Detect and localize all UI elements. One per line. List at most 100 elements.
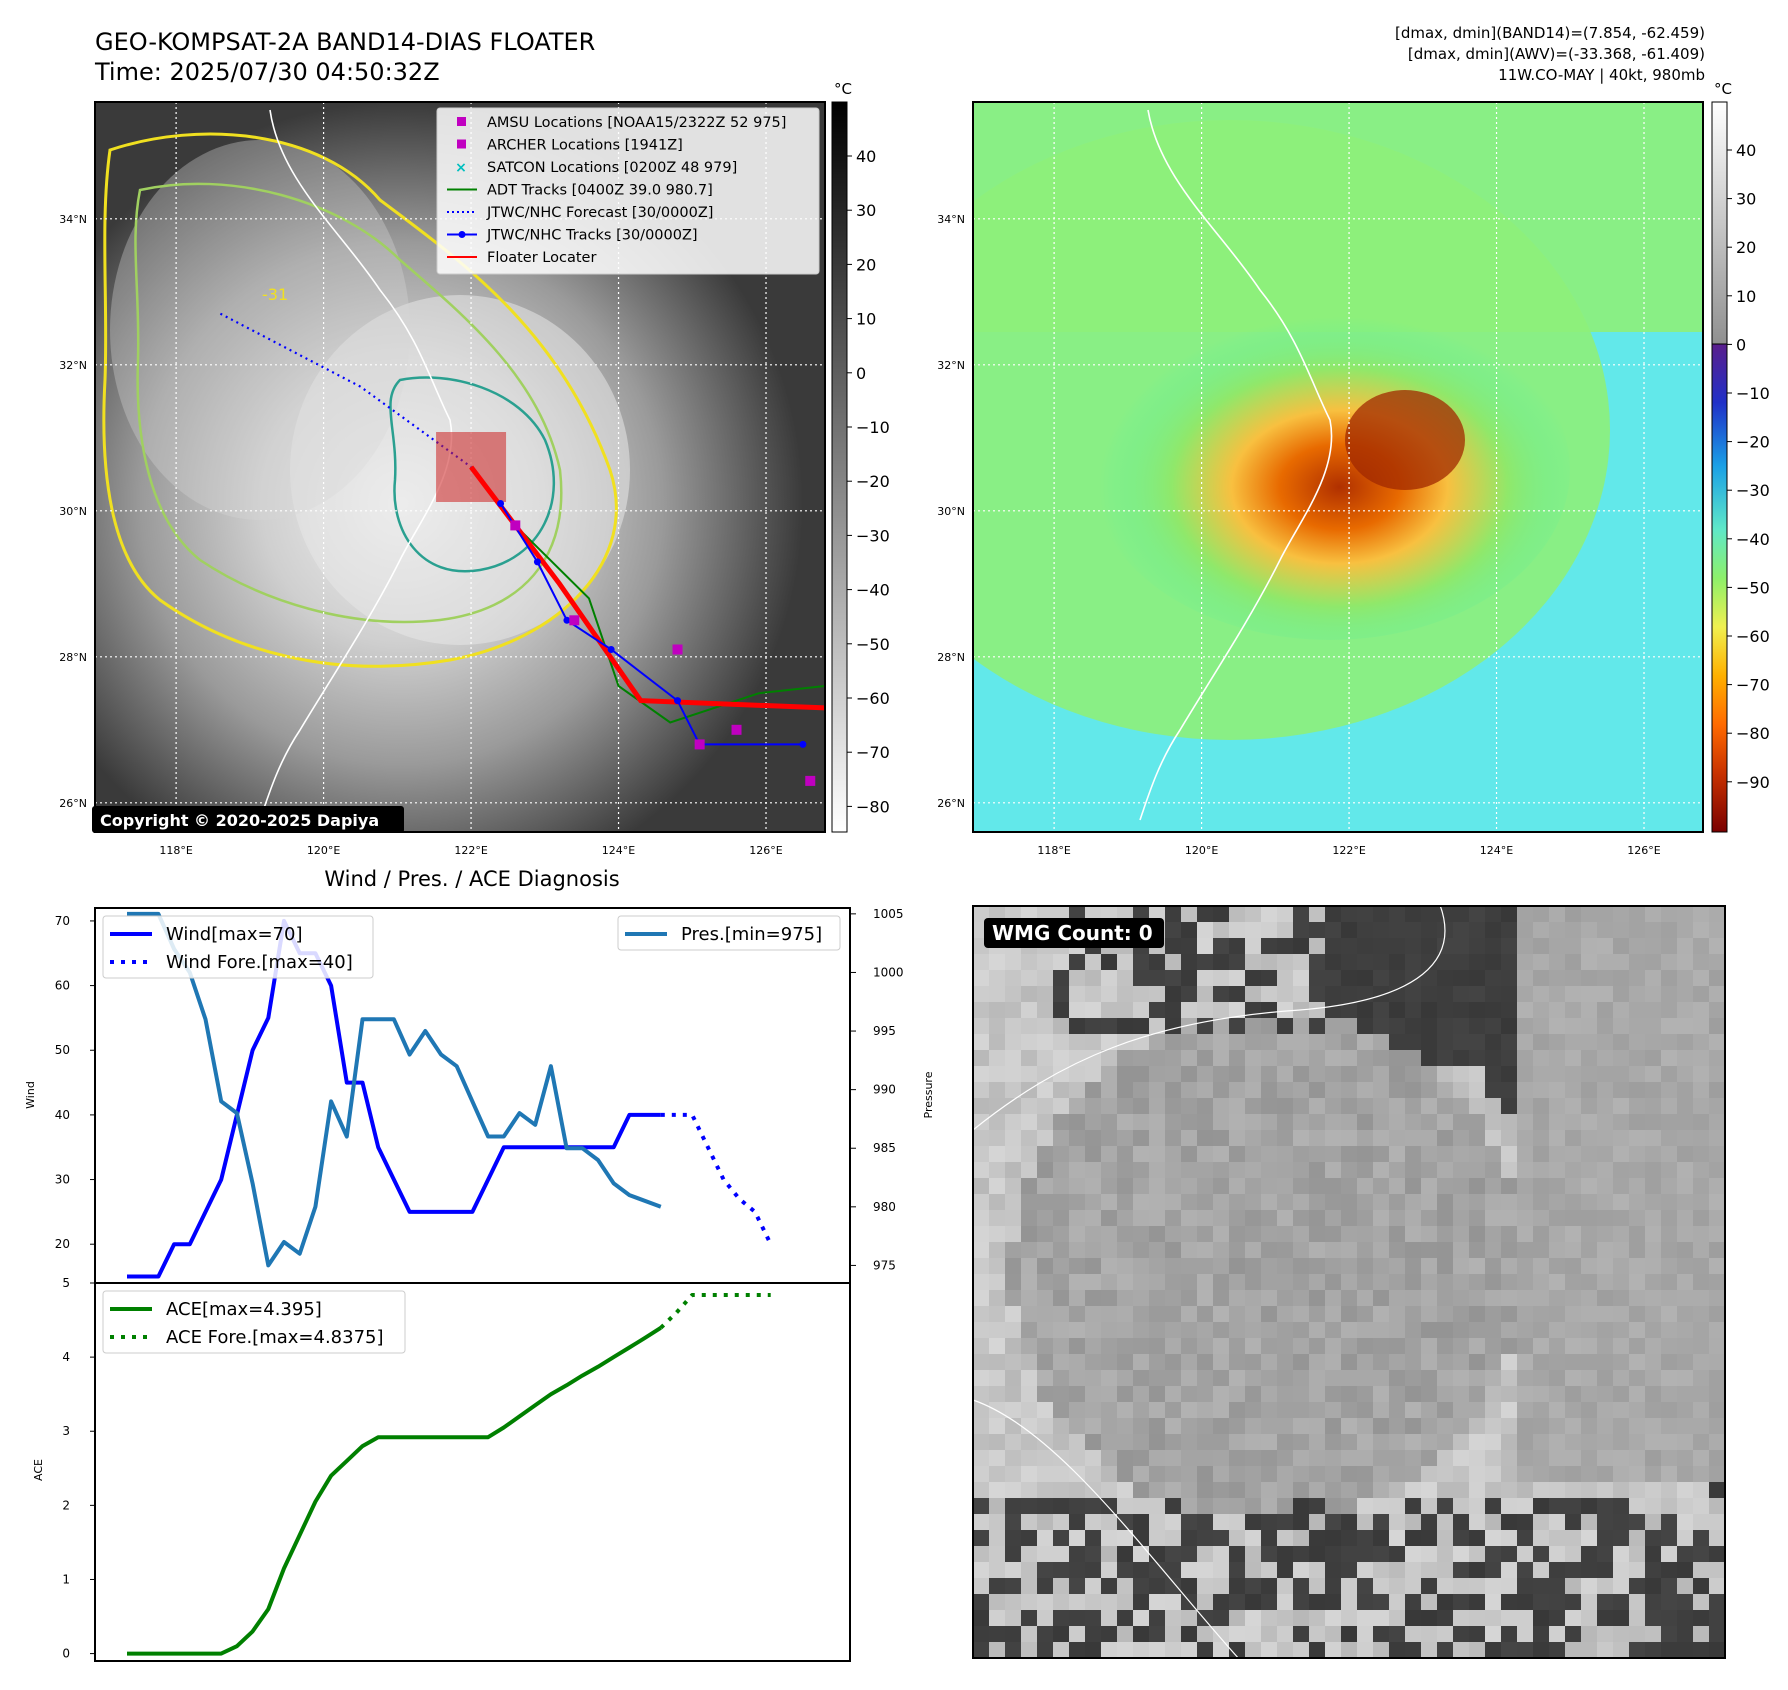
wmg-pixel xyxy=(1261,1530,1278,1547)
wmg-pixel xyxy=(1229,1498,1246,1515)
wmg-pixel xyxy=(1645,1098,1662,1115)
wmg-pixel xyxy=(1357,1498,1374,1515)
wmg-pixel xyxy=(1597,1242,1614,1259)
wmg-pixel xyxy=(1149,1322,1166,1339)
wmg-pixel xyxy=(1389,1642,1406,1659)
wmg-pixel xyxy=(1469,1258,1486,1275)
map1-lat-label: 28°N xyxy=(59,651,87,664)
wmg-pixel xyxy=(1021,1354,1038,1371)
wmg-pixel xyxy=(1117,954,1134,971)
wmg-pixel xyxy=(1309,1322,1326,1339)
colorbar-tick-label: 0 xyxy=(856,364,866,383)
wmg-pixel xyxy=(1469,1194,1486,1211)
wmg-pixel xyxy=(1517,1578,1534,1595)
wmg-pixel xyxy=(1581,1034,1598,1051)
wmg-pixel xyxy=(1709,1466,1726,1483)
wmg-pixel xyxy=(1517,1066,1534,1083)
wmg-pixel xyxy=(1341,1002,1358,1019)
wmg-pixel xyxy=(1645,1354,1662,1371)
wmg-pixel xyxy=(1261,954,1278,971)
wmg-pixel xyxy=(1485,1370,1502,1387)
wmg-pixel xyxy=(1389,986,1406,1003)
wmg-pixel xyxy=(1373,1498,1390,1515)
wmg-pixel xyxy=(1597,1306,1614,1323)
wmg-pixel xyxy=(1101,1418,1118,1435)
wmg-pixel xyxy=(1517,1450,1534,1467)
wmg-pixel xyxy=(1709,970,1726,987)
wmg-pixel xyxy=(1165,1162,1182,1179)
wmg-pixel xyxy=(1677,1178,1694,1195)
wmg-pixel xyxy=(1245,1114,1262,1131)
wmg-pixel xyxy=(1117,1178,1134,1195)
wmg-pixel xyxy=(1405,1050,1422,1067)
wmg-pixel xyxy=(1501,1194,1518,1211)
colorbar-tick-label: −90 xyxy=(1736,773,1770,792)
wmg-pixel xyxy=(1213,1578,1230,1595)
wmg-pixel xyxy=(1053,1578,1070,1595)
wmg-pixel xyxy=(1533,1546,1550,1563)
wmg-pixel xyxy=(1341,1450,1358,1467)
wmg-pixel xyxy=(1581,1514,1598,1531)
wmg-pixel xyxy=(1533,1482,1550,1499)
wmg-pixel xyxy=(1085,1386,1102,1403)
wmg-pixel xyxy=(989,986,1006,1003)
wmg-pixel xyxy=(1229,1146,1246,1163)
wmg-pixel xyxy=(1693,1146,1710,1163)
wmg-pixel xyxy=(1213,1114,1230,1131)
wmg-pixel xyxy=(1437,1530,1454,1547)
wmg-pixel xyxy=(1565,1002,1582,1019)
wmg-pixel xyxy=(1581,1322,1598,1339)
wmg-pixel xyxy=(1517,1242,1534,1259)
wmg-pixel xyxy=(1405,1018,1422,1035)
wmg-pixel xyxy=(1293,1498,1310,1515)
wmg-pixel xyxy=(1245,1002,1262,1019)
wmg-pixel xyxy=(1405,1226,1422,1243)
wmg-pixel xyxy=(1693,1130,1710,1147)
wmg-pixel xyxy=(1181,1002,1198,1019)
wmg-pixel xyxy=(1405,1610,1422,1627)
wmg-pixel xyxy=(1037,1418,1054,1435)
copyright-box xyxy=(92,806,404,833)
wmg-pixel xyxy=(1421,1130,1438,1147)
wmg-pixel xyxy=(1181,1162,1198,1179)
wmg-pixel xyxy=(1245,1226,1262,1243)
wmg-pixel xyxy=(973,1050,990,1067)
wmg-pixel xyxy=(1389,1050,1406,1067)
wmg-pixel xyxy=(1405,1546,1422,1563)
wmg-pixel xyxy=(1565,1162,1582,1179)
wmg-pixel xyxy=(1389,1578,1406,1595)
wmg-pixel xyxy=(1501,1018,1518,1035)
wmg-pixel xyxy=(1229,1386,1246,1403)
wmg-pixel xyxy=(1533,1338,1550,1355)
wmg-pixel xyxy=(1357,1098,1374,1115)
wmg-pixel xyxy=(1437,1386,1454,1403)
wmg-pixel xyxy=(1229,1050,1246,1067)
wmg-pixel xyxy=(1181,1642,1198,1659)
wmg-pixel xyxy=(1053,1402,1070,1419)
wmg-pixel xyxy=(1437,1610,1454,1627)
wmg-pixel xyxy=(1421,1322,1438,1339)
wmg-pixel xyxy=(1117,970,1134,987)
wmg-pixel xyxy=(1421,1338,1438,1355)
wmg-pixel xyxy=(1309,1146,1326,1163)
wmg-pixel xyxy=(1453,1338,1470,1355)
wmg-pixel xyxy=(1501,1050,1518,1067)
wmg-pixel xyxy=(1485,1354,1502,1371)
wmg-pixel xyxy=(1277,1274,1294,1291)
wmg-pixel xyxy=(1357,938,1374,955)
wmg-pixel xyxy=(1597,970,1614,987)
wmg-pixel xyxy=(1677,1018,1694,1035)
wmg-pixel xyxy=(1645,1050,1662,1067)
wmg-pixel xyxy=(1517,1354,1534,1371)
wmg-pixel xyxy=(1309,986,1326,1003)
wmg-pixel xyxy=(973,1226,990,1243)
wmg-pixel xyxy=(1293,1178,1310,1195)
wmg-pixel xyxy=(1549,1450,1566,1467)
wmg-pixel xyxy=(1005,1418,1022,1435)
wmg-pixel xyxy=(1181,1178,1198,1195)
wmg-pixel xyxy=(1181,1562,1198,1579)
wmg-pixel xyxy=(1085,1610,1102,1627)
wmg-pixel xyxy=(1069,1082,1086,1099)
wmg-pixel xyxy=(1197,1210,1214,1227)
wmg-pixel xyxy=(1453,1642,1470,1659)
